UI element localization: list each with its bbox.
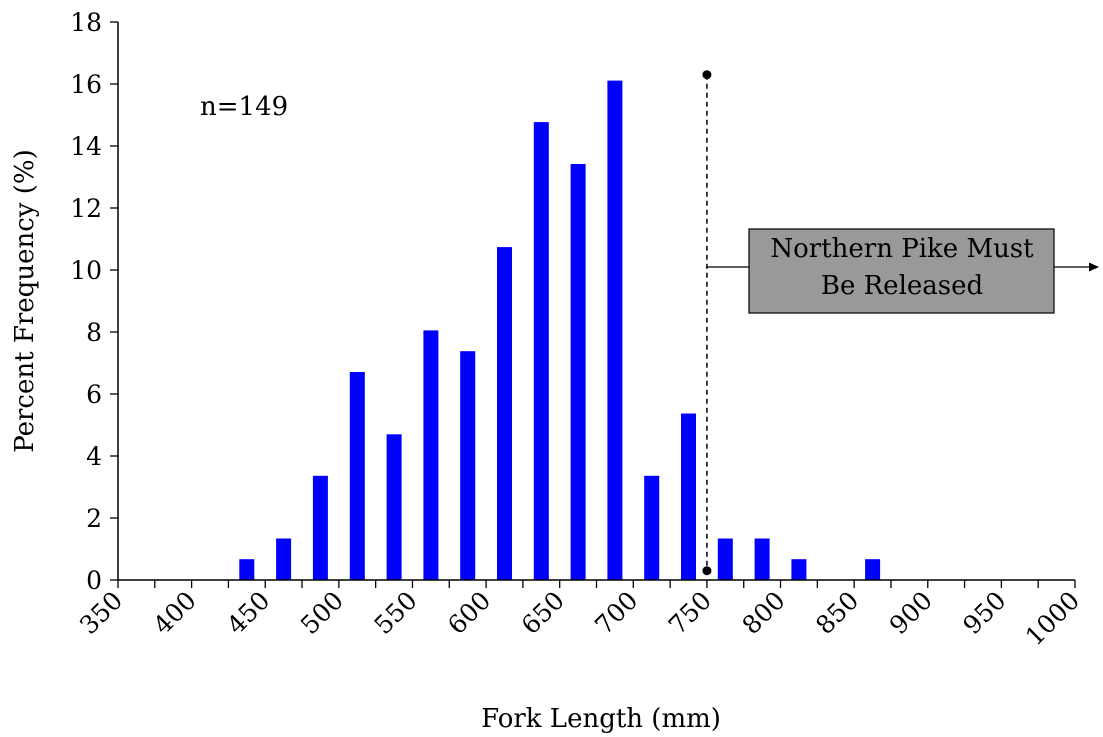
bar-15 bbox=[791, 559, 807, 580]
bar-3 bbox=[349, 372, 365, 580]
y-tick-label-6: 12 bbox=[70, 194, 102, 223]
x-tick-label-13: 1000 bbox=[1020, 586, 1085, 651]
bar-8 bbox=[533, 122, 549, 580]
x-tick-label-6: 650 bbox=[516, 586, 570, 640]
x-tick-label-8: 750 bbox=[663, 586, 717, 640]
y-tick-label-1: 2 bbox=[86, 504, 102, 533]
y-tick-label-9: 18 bbox=[70, 8, 102, 37]
bars-group bbox=[239, 80, 881, 580]
y-tick-label-5: 10 bbox=[70, 256, 102, 285]
release-box-line-1: Northern Pike Must bbox=[770, 234, 1034, 264]
x-tick-label-1: 400 bbox=[148, 586, 202, 640]
y-tick-label-4: 8 bbox=[86, 318, 102, 347]
x-tick-label-4: 550 bbox=[368, 586, 422, 640]
threshold-top-marker bbox=[702, 70, 712, 80]
bar-4 bbox=[386, 434, 402, 580]
bar-13 bbox=[717, 538, 733, 580]
x-tick-label-3: 500 bbox=[295, 586, 349, 640]
release-threshold: Northern Pike Must Be Released bbox=[702, 70, 1099, 576]
y-tick-label-7: 14 bbox=[70, 132, 102, 161]
bar-7 bbox=[497, 247, 512, 580]
y-tick-label-2: 4 bbox=[86, 442, 102, 471]
x-ticks-group: 350 400 450 500 550 600 650 700 750 800 850 900 950 1… bbox=[74, 580, 1085, 651]
bar-1 bbox=[276, 538, 292, 580]
x-tick-label-7: 700 bbox=[589, 586, 643, 640]
y-axis-title: Percent Frequency (%) bbox=[10, 149, 40, 452]
bar-11 bbox=[644, 475, 660, 580]
bar-6 bbox=[460, 351, 476, 580]
release-box-line-2: Be Released bbox=[821, 271, 983, 301]
y-ticks-group: 0 2 4 6 8 10 12 14 16 18 bbox=[70, 8, 118, 595]
x-axis-title: Fork Length (mm) bbox=[481, 704, 721, 734]
bar-2 bbox=[312, 475, 328, 580]
x-tick-label-9: 800 bbox=[737, 586, 791, 640]
bar-10 bbox=[607, 80, 623, 580]
x-tick-label-12: 950 bbox=[957, 586, 1011, 640]
x-tick-label-0: 350 bbox=[74, 586, 128, 640]
bar-9 bbox=[570, 164, 586, 580]
x-tick-label-11: 900 bbox=[884, 586, 938, 640]
bar-5 bbox=[423, 330, 439, 580]
bar-0 bbox=[239, 559, 255, 580]
y-tick-label-3: 6 bbox=[86, 380, 102, 409]
bar-12 bbox=[681, 413, 696, 580]
release-arrow-head bbox=[1089, 262, 1099, 272]
y-tick-label-8: 16 bbox=[70, 70, 102, 99]
threshold-bottom-marker bbox=[702, 566, 712, 576]
x-tick-label-2: 450 bbox=[221, 586, 275, 640]
bar-14 bbox=[754, 538, 770, 580]
sample-size-label: n=149 bbox=[200, 92, 288, 122]
y-tick-label-0: 0 bbox=[86, 566, 102, 595]
x-tick-label-10: 850 bbox=[810, 586, 864, 640]
bar-16 bbox=[865, 559, 881, 580]
release-box bbox=[748, 228, 1055, 314]
x-tick-label-5: 600 bbox=[442, 586, 496, 640]
